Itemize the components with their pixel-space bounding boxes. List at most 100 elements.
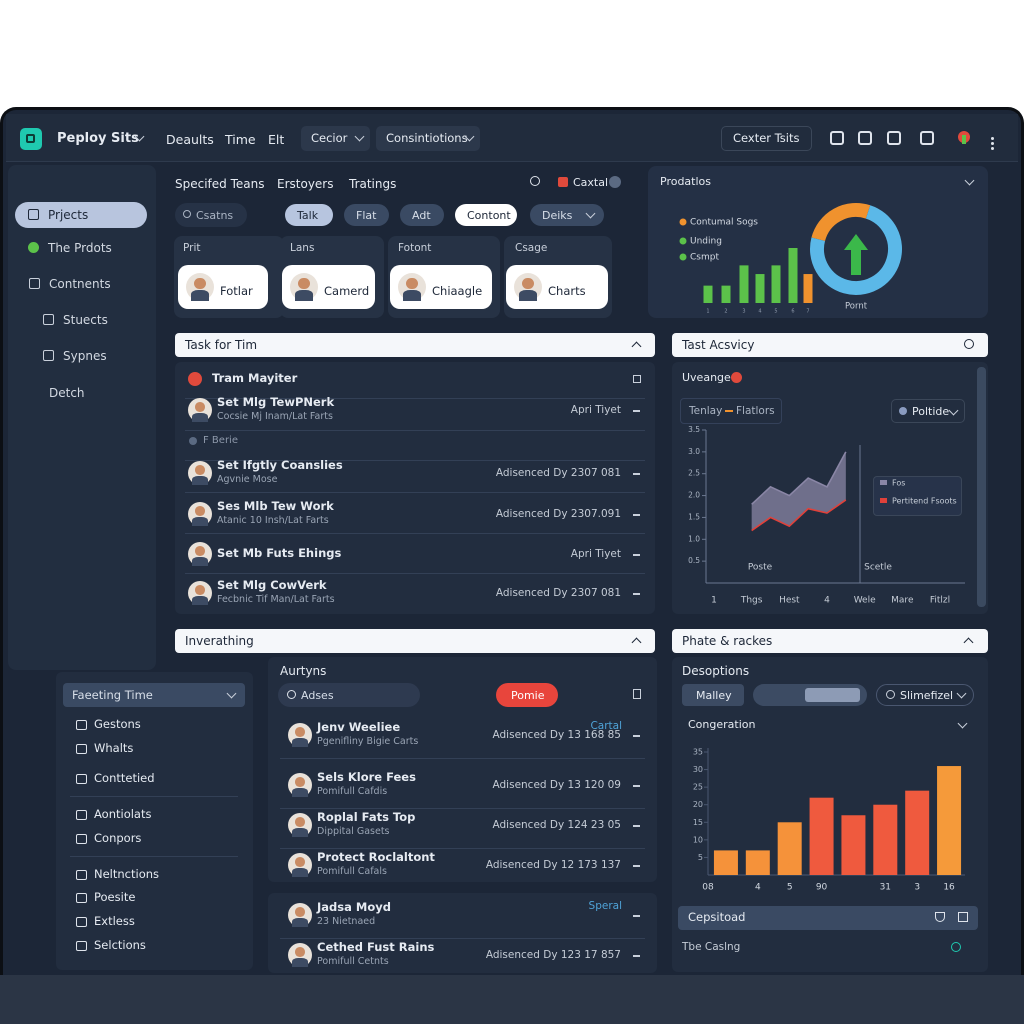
task-title[interactable]: Set Mlg TewPNerk: [217, 395, 335, 409]
separator: [185, 398, 645, 399]
task-title[interactable]: Ses Mlb Tew Work: [217, 499, 334, 513]
arrow: [633, 593, 640, 595]
panel-header: [175, 629, 655, 653]
row-title[interactable]: Sels Klore Fees: [317, 770, 416, 784]
chip[interactable]: [344, 204, 389, 226]
dropdown[interactable]: [876, 684, 974, 706]
list-item[interactable]: Neltnctions: [94, 867, 160, 881]
list-icon: [76, 834, 87, 844]
avatar-face: [194, 278, 206, 290]
row-tag: Cartal: [590, 720, 622, 732]
panel-title: Task for Tim: [185, 338, 258, 352]
avatar-face: [298, 278, 310, 290]
toolbar: [680, 398, 782, 424]
list-item[interactable]: Extless: [94, 914, 135, 928]
chip[interactable]: [400, 204, 444, 226]
row-title[interactable]: Jenv Weeliee: [317, 720, 401, 734]
avatar-face: [522, 278, 534, 290]
button[interactable]: [682, 684, 744, 706]
chip[interactable]: [285, 204, 333, 226]
status-icon: [188, 372, 202, 386]
tab[interactable]: Erstoyers: [277, 177, 334, 191]
list-icon: [76, 893, 87, 903]
sidebar-item[interactable]: Detch: [49, 386, 85, 400]
search-icon: [964, 339, 974, 349]
card-name: Chiaagle: [432, 284, 483, 298]
task-sub: Fecbnic Tif Man/Lat Farts: [217, 594, 335, 605]
toolbar-item[interactable]: Flatlors: [736, 405, 775, 417]
task-sub: Cocsie Mj Inam/Lat Farts: [217, 411, 333, 422]
button-label: Cexter Tsits: [733, 131, 800, 145]
menu-item[interactable]: Elt: [268, 132, 285, 147]
menu-item[interactable]: Time: [225, 132, 256, 147]
sidebar-active[interactable]: [15, 202, 147, 228]
row-sub: Pomifull Cafdis: [317, 786, 388, 797]
avatar-body: [192, 595, 208, 605]
card-header: Csage: [515, 242, 548, 254]
menu-dot: [991, 147, 994, 150]
avatar-body: [192, 516, 208, 526]
toolbar-item[interactable]: Tenlay: [689, 405, 723, 417]
dropdown[interactable]: [376, 126, 480, 151]
logo: [20, 128, 42, 150]
legend-box: [873, 476, 962, 516]
search-box[interactable]: [278, 683, 420, 707]
avatar-face: [295, 777, 305, 787]
sidebar-item[interactable]: Sypnes: [63, 349, 107, 363]
dropdown[interactable]: [63, 683, 245, 707]
chip-label: Flat: [356, 209, 377, 222]
brand[interactable]: Peploy Sits: [57, 131, 139, 146]
panel-title: Phate & rackes: [682, 634, 773, 648]
task-title[interactable]: Tram Mayiter: [212, 371, 298, 385]
sidebar-item[interactable]: The Prdots: [48, 241, 112, 255]
avatar-body: [192, 475, 208, 485]
list-item[interactable]: Aontiolats: [94, 807, 152, 821]
sidebar-icon: [43, 350, 54, 361]
info-icon: [951, 942, 961, 952]
button[interactable]: [496, 683, 558, 707]
list-item[interactable]: Poesite: [94, 890, 136, 904]
list-item[interactable]: Conpors: [94, 831, 142, 845]
tab[interactable]: Specifed Teans: [175, 177, 265, 191]
list-item[interactable]: Selctions: [94, 938, 146, 952]
separator: [185, 533, 645, 534]
list-item[interactable]: Whalts: [94, 741, 134, 755]
dropdown[interactable]: [891, 399, 965, 423]
chip[interactable]: [530, 204, 604, 226]
row-title[interactable]: Cethed Fust Rains: [317, 940, 435, 954]
row-title[interactable]: Roplal Fats Top: [317, 810, 416, 824]
list-item[interactable]: Conttetied: [94, 771, 155, 785]
search-text: Adses: [301, 689, 334, 702]
row-title[interactable]: Protect Roclaltont: [317, 850, 435, 864]
dropdown[interactable]: [301, 126, 370, 151]
avatar-face: [295, 727, 305, 737]
task-title[interactable]: Set Mlg CowVerk: [217, 578, 327, 592]
button-label: Pomie: [511, 689, 545, 702]
list-icon: [76, 941, 87, 951]
row-status: Adisenced Dy 12 173 137: [485, 859, 621, 871]
footer-bar[interactable]: [678, 906, 978, 930]
task-status: Adisenced Dy 2307 081: [495, 467, 621, 479]
card-header: Lans: [290, 242, 315, 254]
search-icon: [183, 210, 191, 218]
tab[interactable]: Tratings: [349, 177, 397, 191]
chip[interactable]: [455, 204, 517, 226]
separator: [70, 796, 238, 797]
sidebar-item[interactable]: Prjects: [48, 208, 89, 222]
list-item[interactable]: Gestons: [94, 717, 141, 731]
menu-dot: [991, 142, 994, 145]
task-title[interactable]: Set Ifgtly Coanslies: [217, 458, 343, 472]
menu-item[interactable]: Deaults: [166, 132, 214, 147]
separator: [280, 938, 645, 939]
task-title[interactable]: Set Mb Futs Ehings: [217, 546, 342, 560]
separator: [280, 808, 645, 809]
sidebar-icon: [29, 278, 40, 289]
arrow: [633, 915, 640, 917]
sidebar-item[interactable]: Stuects: [63, 313, 108, 327]
card-name: Camerd: [324, 284, 370, 298]
row-title[interactable]: Jadsa Moyd: [317, 900, 391, 914]
button[interactable]: [721, 126, 812, 151]
avatar-body: [292, 827, 308, 837]
chip-label: Talk: [297, 209, 319, 222]
sidebar-item[interactable]: Contnents: [49, 277, 111, 291]
